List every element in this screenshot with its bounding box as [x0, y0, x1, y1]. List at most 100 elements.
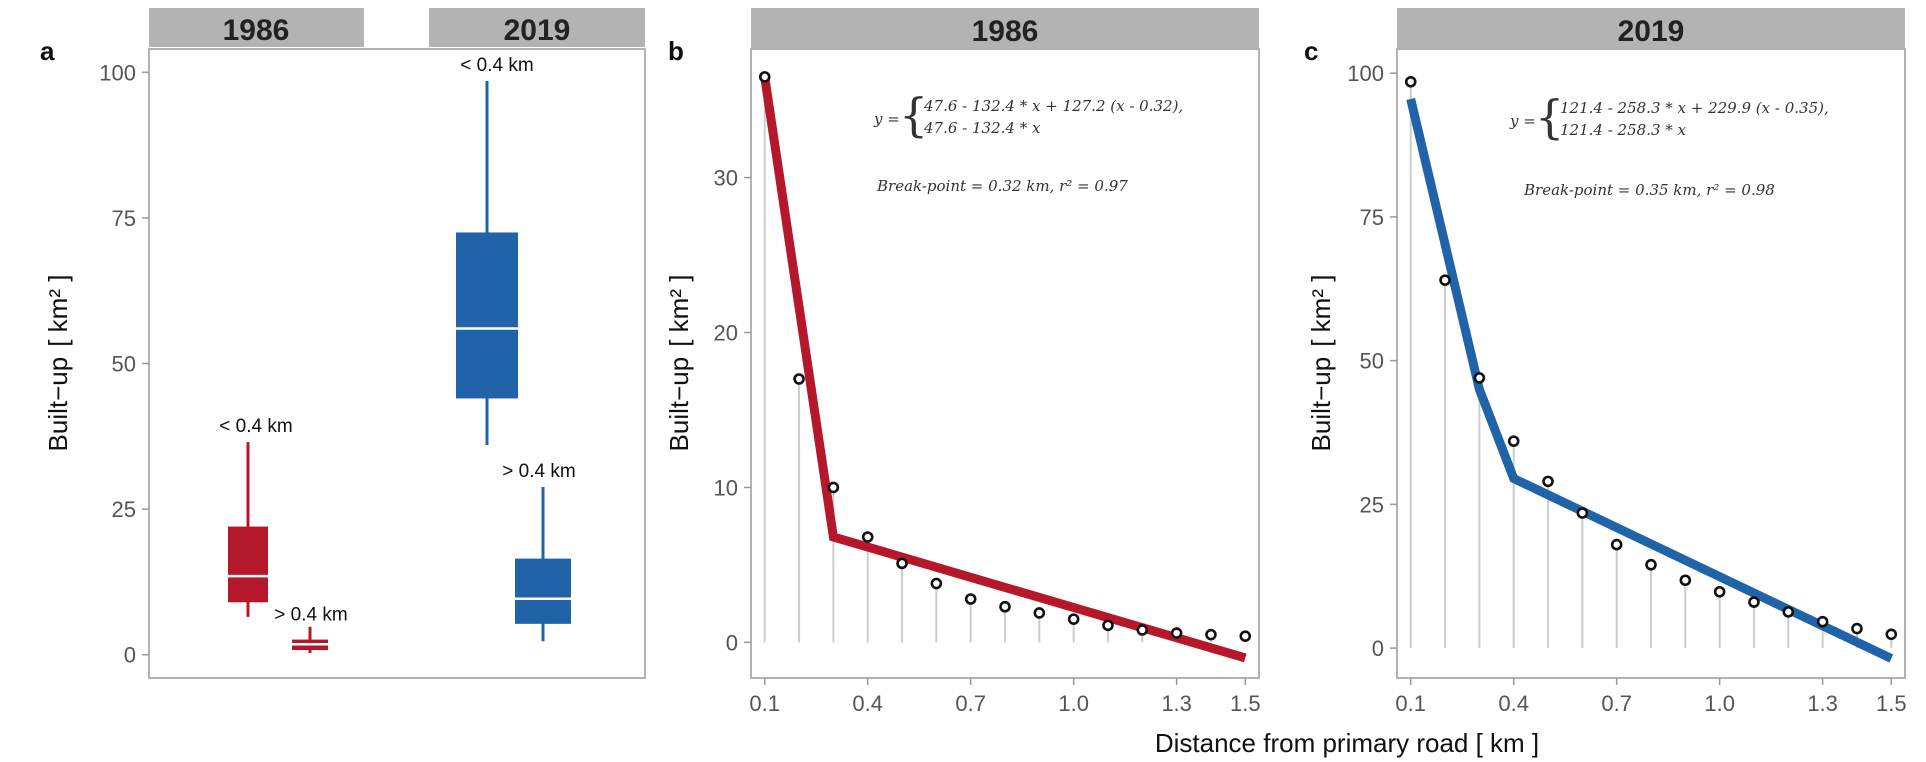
panel-c-eq-brace: {: [1535, 90, 1564, 144]
panel-b-ytick-label-2: 20: [714, 321, 738, 346]
box-label: < 0.4 km: [460, 55, 533, 76]
panel-b-xtick-label-0: 0.1: [749, 691, 780, 716]
panel-c-point-3: [1507, 435, 1520, 447]
panel-c-y-axis-title: Built−up [ km² ]: [1306, 275, 1336, 452]
panel-c-point-8: [1679, 574, 1692, 587]
panel-c-point-6: [1610, 538, 1623, 551]
strip-2019-label: 2019: [504, 14, 571, 47]
panel-b-eq-brace: {: [899, 88, 928, 142]
panel-b-point-2: [827, 481, 840, 494]
panel-b-frame: [750, 48, 1260, 679]
panel-c-ytick-label-2: 50: [1360, 349, 1384, 374]
panel-c-frame: [1396, 48, 1906, 679]
strip-c-background: [1397, 8, 1905, 48]
panel-c-point-9: [1713, 585, 1726, 598]
panel-c-point-1: [1439, 274, 1451, 286]
panel-b-xtick-label-2: 0.7: [955, 691, 986, 716]
panel-c-eq-prefix: y =: [1509, 112, 1536, 130]
panel-b-x-ticks: 0.1 0.4 0.7 1.0 1.3 1.5: [749, 678, 1261, 716]
panel-c-xtick-label-3: 1.0: [1704, 691, 1735, 716]
box-label: < 0.4 km: [219, 416, 292, 437]
panel-a-ytick-label-4: 100: [99, 60, 136, 85]
panel-b-point-9: [1067, 613, 1080, 625]
panel-b-point-10: [1102, 619, 1114, 632]
panel-a-y-axis-title: Built−up [ km² ]: [43, 275, 73, 452]
panel-c-point-10: [1748, 596, 1760, 608]
panel-b-point-5: [930, 577, 943, 590]
panel-a-ytick-label-0: 0: [124, 643, 136, 668]
panel-c-eq-line-2: 121.4 - 258.3 * x: [1560, 121, 1687, 139]
panel-c-scatter-2019: c 2019 0 25 50 75 100 0.1 0.4 0.7 1.0 1.3 1.5 y =…: [1304, 8, 1907, 716]
panel-b-point-12: [1170, 627, 1183, 639]
panel-b-ytick-label-0: 0: [726, 630, 738, 655]
panel-b-point-14: [1239, 630, 1252, 642]
panel-b-xtick-label-1: 0.4: [852, 691, 883, 716]
panel-c-xtick-label-4: 1.3: [1807, 691, 1838, 716]
panel-b-xtick-label-3: 1.0: [1058, 691, 1089, 716]
strip-2019-background: [429, 8, 645, 47]
panel-a-y-ticks: 0 25 50 75 100: [99, 60, 149, 668]
panel-b-ytick-label-1: 10: [714, 475, 738, 500]
panel-c-equation: y = { 121.4 - 258.3 * x + 229.9 (x - 0.3…: [1509, 90, 1829, 199]
strip-1986-background: [149, 8, 364, 47]
panel-b-point-7: [999, 600, 1011, 613]
panel-b-point-1: [793, 373, 805, 385]
strip-1986-label: 1986: [223, 14, 290, 47]
panel-c-ytick-label-1: 25: [1360, 492, 1384, 517]
panel-c-fit-line: [1406, 97, 1894, 663]
panel-c-xtick-label-2: 0.7: [1601, 691, 1632, 716]
panel-c-point-12: [1816, 615, 1829, 628]
box-iqr: [228, 526, 268, 603]
panel-b-stems: [763, 76, 1247, 643]
panel-b-point-3: [861, 531, 874, 543]
box-2019-far: > 0.4 km: [502, 461, 576, 642]
panel-a-yunit: [ km² ]: [43, 275, 73, 347]
panel-b-point-8: [1033, 607, 1046, 619]
panel-b-ytick-label-3: 30: [714, 166, 738, 191]
panel-b-point-0: [758, 71, 771, 83]
panel-a-ylabel: Built−up: [43, 357, 73, 452]
panel-c-point-2: [1473, 372, 1486, 384]
panel-b-y-axis-title: Built−up [ km² ]: [664, 275, 694, 452]
panel-c-xtick-label-5: 1.5: [1876, 691, 1907, 716]
panel-b-letter: b: [668, 36, 684, 66]
panel-c-yunit: [ km² ]: [1306, 275, 1336, 347]
box-2019-near: < 0.4 km: [456, 55, 534, 446]
panel-b-equation: y = { 47.6 - 132.4 * x + 127.2 (x - 0.32…: [873, 88, 1183, 195]
panel-c-ytick-label-0: 0: [1372, 636, 1384, 661]
panel-c-ytick-label-3: 75: [1360, 205, 1384, 230]
panel-c-letter: c: [1304, 36, 1318, 66]
panel-c-point-13: [1851, 622, 1863, 635]
panel-c-ylabel: Built−up: [1306, 357, 1336, 452]
panel-c-points: [1404, 75, 1898, 641]
panel-b-yunit: [ km² ]: [664, 275, 694, 347]
panel-b-annotation: Break-point = 0.32 km, r² = 0.97: [876, 177, 1128, 195]
strip-b-background: [751, 8, 1259, 48]
panel-c-point-7: [1645, 558, 1657, 571]
strip-b-label: 1986: [972, 15, 1039, 48]
panel-b-fit-line: [760, 76, 1247, 663]
panel-b-xtick-label-4: 1.3: [1161, 691, 1192, 716]
box-label: > 0.4 km: [502, 461, 575, 482]
panel-c-eq-line-1: 121.4 - 258.3 * x + 229.9 (x - 0.35),: [1560, 99, 1829, 117]
panel-b-eq-line-2: 47.6 - 132.4 * x: [923, 119, 1041, 137]
strip-c-label: 2019: [1618, 15, 1685, 48]
panel-a-ytick-label-2: 50: [112, 352, 136, 377]
panel-c-point-0: [1404, 75, 1417, 88]
x-axis-title: Distance from primary road [ km ]: [1155, 728, 1539, 758]
panel-b-y-ticks: 0 10 20 30: [714, 166, 751, 655]
panel-c-xtick-label-0: 0.1: [1395, 691, 1426, 716]
panel-c-point-4: [1542, 475, 1554, 488]
panel-c-point-14: [1885, 628, 1898, 641]
panel-c-y-ticks: 0 25 50 75 100: [1347, 61, 1397, 661]
panel-b-scatter-1986: b 1986 0 10 20 30 0.1 0.4 0.7 1.0 1.3 1.5 y = { …: [664, 8, 1261, 716]
panel-b-point-4: [896, 557, 908, 570]
box-label: > 0.4 km: [274, 605, 347, 626]
panel-a-ytick-label-3: 75: [112, 206, 136, 231]
box-1986-near: < 0.4 km: [219, 416, 293, 617]
panel-b-point-13: [1205, 628, 1217, 641]
panel-b-eq-line-1: 47.6 - 132.4 * x + 127.2 (x - 0.32),: [923, 97, 1183, 115]
panel-b-ylabel: Built−up: [664, 357, 694, 452]
